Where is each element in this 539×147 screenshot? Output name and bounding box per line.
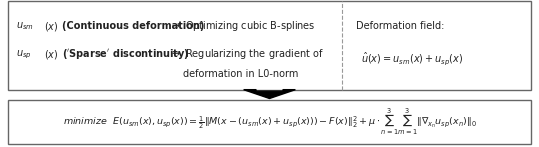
Text: ($\bf{'Sparse'}$ discontinuity): ($\bf{'Sparse'}$ discontinuity) — [62, 47, 190, 61]
Text: $(x)$: $(x)$ — [44, 20, 59, 33]
Text: $\mathit{minimize}\ \ E(u_{sm}(x),u_{sp}(x))=\frac{1}{2}\|M(x-(u_{sm}(x)+u_{sp}(: $\mathit{minimize}\ \ E(u_{sm}(x),u_{sp}… — [63, 107, 476, 137]
Text: $\hat{u}(x) = u_{sm}(x) + u_{sp}(x)$: $\hat{u}(x) = u_{sm}(x) + u_{sp}(x)$ — [361, 50, 464, 67]
Text: $u_{sp}$: $u_{sp}$ — [16, 48, 32, 61]
Bar — [8, 100, 531, 144]
Text: (Continuous deformation): (Continuous deformation) — [62, 21, 204, 31]
Text: $u_{sm}$: $u_{sm}$ — [16, 20, 34, 32]
Bar — [8, 1, 531, 90]
Text: $(x)$: $(x)$ — [44, 48, 59, 61]
Text: deformation in L0-norm: deformation in L0-norm — [183, 69, 299, 79]
Polygon shape — [244, 90, 295, 98]
Text: Deformation field:: Deformation field: — [356, 21, 444, 31]
Text: $\rightarrow$ Optimizing cubic B-splines: $\rightarrow$ Optimizing cubic B-splines — [170, 19, 315, 33]
Text: $\rightarrow$ Regularizing the gradient of: $\rightarrow$ Regularizing the gradient … — [170, 47, 323, 61]
